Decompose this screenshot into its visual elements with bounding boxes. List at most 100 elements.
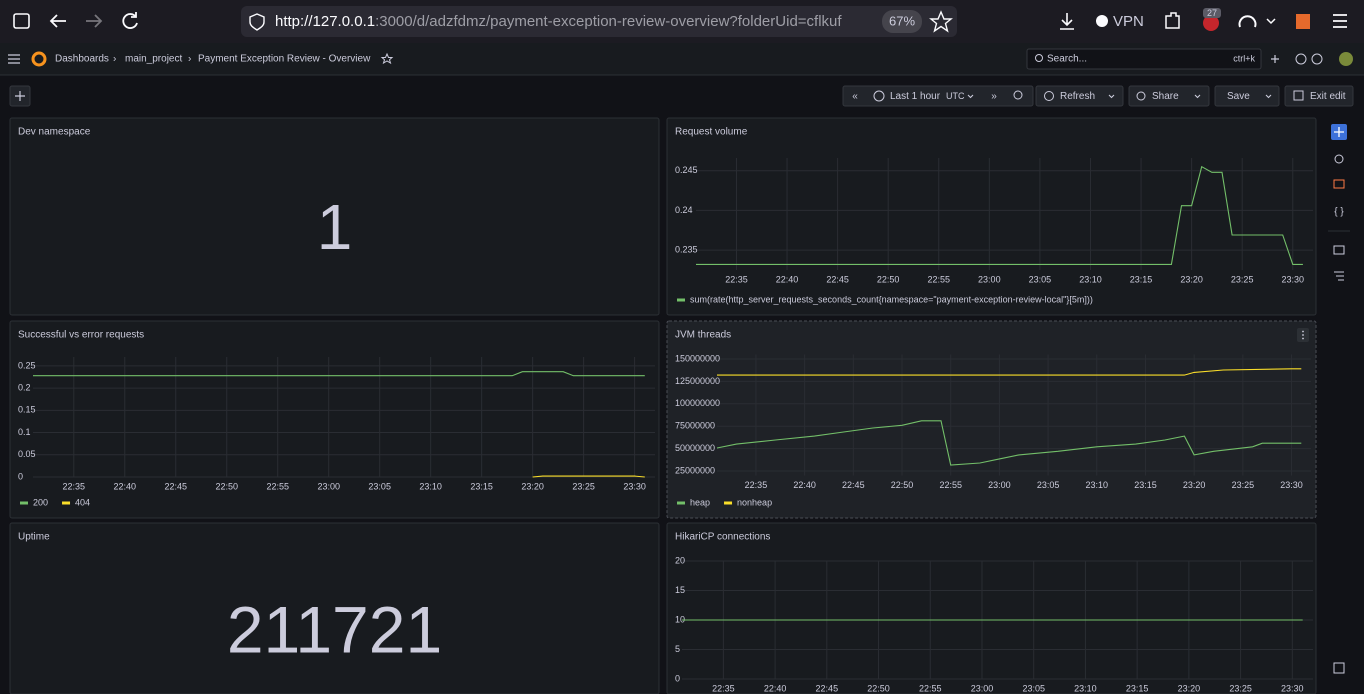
x-tick-label: 22:35 [63,481,86,491]
breadcrumb-current: Payment Exception Review - Overview [198,54,371,65]
grafana-logo[interactable] [31,51,47,67]
settings-icon[interactable] [1334,154,1344,164]
zoom-pill[interactable] [882,10,922,33]
time-picker[interactable] [842,85,1034,107]
x-tick-label: 23:25 [572,481,595,491]
x-tick-label: 23:20 [1180,274,1203,284]
x-tick-label: 23:15 [1134,480,1157,490]
reload-button[interactable] [122,12,138,29]
x-tick-label: 23:25 [1229,683,1252,693]
x-tick-label: 22:55 [266,481,289,491]
star-dashboard[interactable] [380,52,394,65]
clock-icon [873,90,885,102]
x-tick-label: 23:20 [1183,480,1206,490]
y-tick-label: 0.2 [18,382,31,392]
save-button[interactable] [1214,85,1280,107]
shift-back[interactable]: « [852,91,858,102]
news-icon[interactable] [1311,53,1323,65]
refresh-label: Refresh [1060,91,1095,102]
outline-icon[interactable] [1334,271,1344,281]
breadcrumb-sep: › [113,54,116,65]
panel [9,522,660,694]
y-tick-label: 50000000 [675,443,715,453]
profile-icon[interactable] [1238,15,1257,28]
plus-icon [15,91,25,101]
panel [9,117,660,316]
y-tick-label: 0.24 [675,205,693,215]
panel-title: HikariCP connections [675,532,770,543]
extensions-icon[interactable] [1165,12,1180,29]
x-tick-label: 23:10 [419,481,442,491]
legend-label: 404 [75,497,90,507]
annotations-icon[interactable] [1333,179,1345,189]
x-tick-label: 23:05 [1029,274,1052,284]
x-tick-label: 22:55 [927,274,950,284]
exit-edit-label: Exit edit [1310,91,1346,102]
vpn-label: VPN [1113,13,1144,30]
x-tick-label: 23:00 [988,480,1011,490]
refresh-button[interactable] [1035,85,1124,107]
chevron[interactable] [1266,18,1276,25]
series-line [532,475,645,478]
bookmark-star[interactable] [929,10,953,33]
y-tick-label: 20 [675,555,685,565]
extension-icon[interactable] [1296,14,1310,29]
menu-dot [1302,334,1304,336]
dock-icon[interactable] [1333,662,1345,674]
import-icon[interactable] [1333,245,1345,255]
y-tick-label: 10 [675,614,685,624]
breadcrumb[interactable]: Dashboards [55,54,109,65]
share-button[interactable] [1128,85,1210,107]
zoom-out[interactable] [1013,90,1023,100]
x-tick-label: 22:35 [745,480,768,490]
x-tick-label: 23:05 [1037,480,1060,490]
download-icon[interactable] [1060,13,1074,30]
badge [1203,8,1221,18]
x-tick-label: 23:10 [1086,480,1109,490]
panel-title: Uptime [18,532,50,543]
y-tick-label: 100000000 [675,398,720,408]
x-tick-label: 22:50 [891,480,914,490]
x-tick-label: 23:00 [971,683,994,693]
y-tick-label: 15 [675,585,685,595]
x-tick-label: 23:30 [1280,480,1303,490]
legend-label: 200 [33,497,48,507]
x-tick-label: 22:50 [215,481,238,491]
x-tick-label: 23:00 [978,274,1001,284]
back-button[interactable] [49,14,66,28]
x-tick-label: 23:15 [1130,274,1153,284]
shift-forward[interactable]: » [991,91,997,102]
help-icon[interactable] [1295,53,1307,65]
breadcrumb-sep: › [188,54,191,65]
x-tick-label: 23:25 [1232,480,1255,490]
search-box[interactable] [1026,48,1262,70]
badge-count: 27 [1207,8,1217,18]
url-bar[interactable] [241,6,957,37]
x-tick-label: 22:40 [793,480,816,490]
sidebar-button[interactable] [13,13,30,29]
x-tick-label: 22:45 [826,274,849,284]
x-tick-label: 23:10 [1074,683,1097,693]
x-tick-label: 22:40 [764,683,787,693]
zoom-level: 67% [889,13,915,28]
add-button[interactable] [1271,55,1279,63]
x-tick-label: 22:50 [867,683,890,693]
vpn-icon[interactable] [1096,15,1108,27]
stat-value: 1 [317,191,353,263]
user-avatar[interactable] [1339,52,1353,66]
x-tick-label: 22:50 [877,274,900,284]
breadcrumb[interactable]: main_project [125,54,182,65]
panel-title: JVM threads [675,330,731,341]
json-icon[interactable]: { } [1334,207,1344,218]
menu-button[interactable] [1333,14,1347,28]
edit-sidebar [1324,116,1364,694]
url-text: http://127.0.0.1:3000/d/adzfdmz/payment-… [275,13,842,30]
forward-button[interactable] [86,14,103,28]
chevron [1265,94,1272,99]
hamburger[interactable] [8,54,20,64]
ublock-icon[interactable] [1203,15,1219,31]
y-tick-label: 125000000 [675,376,720,386]
